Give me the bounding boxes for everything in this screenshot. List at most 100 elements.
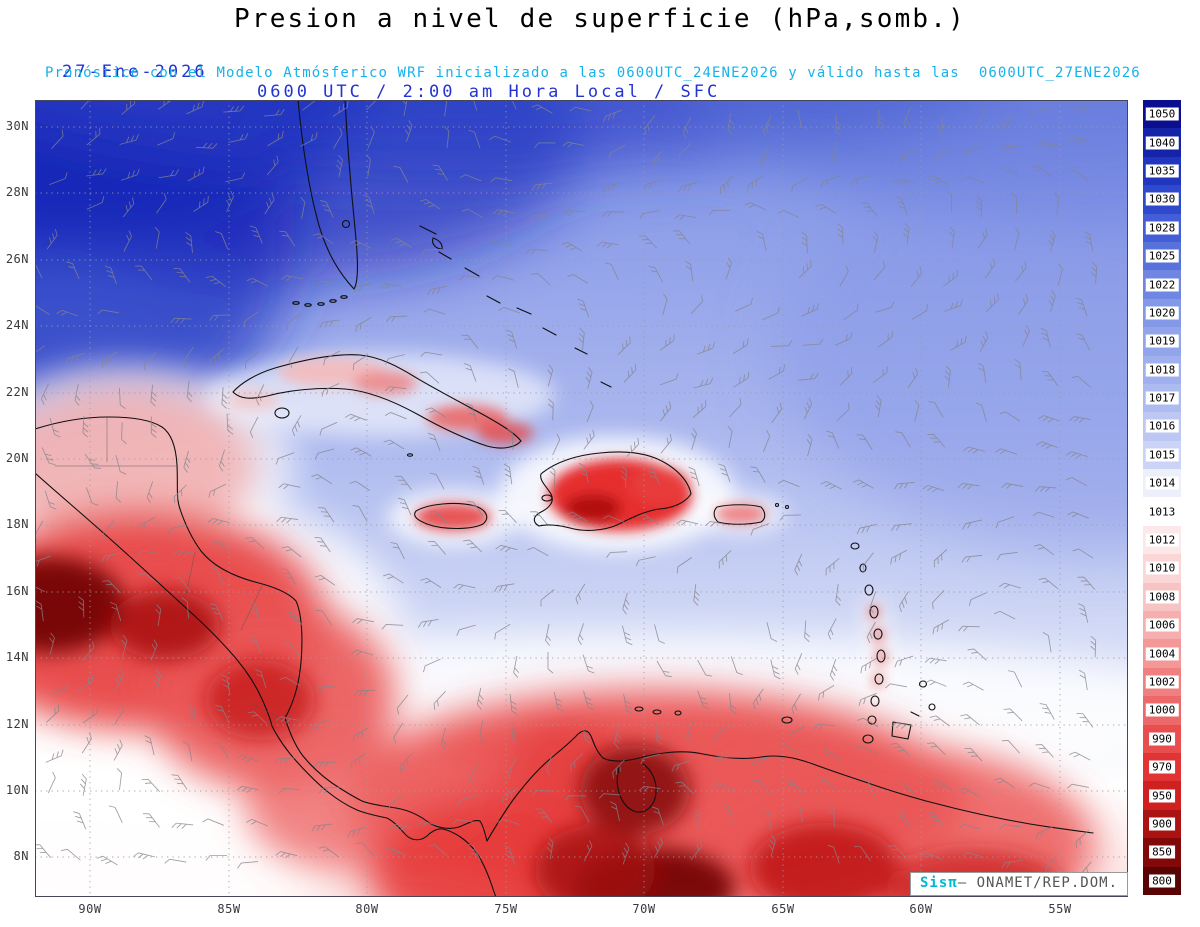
wind-barb <box>121 100 135 115</box>
lat-label: 10N <box>5 783 29 797</box>
wind-barb <box>195 142 218 149</box>
wind-barb <box>352 505 368 522</box>
wind-barb <box>798 372 819 381</box>
wind-barb <box>995 516 1015 529</box>
wind-barb <box>866 621 876 643</box>
wind-barb <box>65 352 85 365</box>
wind-barb <box>279 230 296 247</box>
wind-barb <box>173 268 191 283</box>
wind-barb <box>118 387 126 409</box>
wind-barb <box>476 687 484 710</box>
wind-barb <box>138 572 159 585</box>
coast-cuba <box>232 354 522 449</box>
wind-barb <box>315 685 337 692</box>
wind-barb <box>922 484 945 493</box>
island <box>464 267 480 277</box>
wind-barb <box>850 174 871 186</box>
wind-barb <box>962 176 985 184</box>
wind-barb <box>428 510 448 524</box>
wind-barb <box>463 363 477 382</box>
wind-barb <box>928 401 944 418</box>
wind-barb <box>287 611 304 627</box>
wind-barb <box>946 190 953 212</box>
wind-barb <box>1090 635 1097 658</box>
wind-barb <box>1078 669 1088 691</box>
wind-barb <box>173 577 191 592</box>
wind-barb <box>1036 441 1058 449</box>
wind-barb <box>860 202 878 218</box>
wind-barb <box>1000 114 1015 132</box>
wind-barb <box>675 781 695 795</box>
wind-barb <box>578 462 589 483</box>
wind-barb <box>583 429 595 450</box>
island-barbados <box>918 680 928 688</box>
lon-label: 70W <box>632 902 656 916</box>
wind-barb <box>405 120 413 142</box>
wind-barb <box>693 584 700 606</box>
wind-barb <box>656 660 672 678</box>
colorbar-value: 1004 <box>1145 647 1179 661</box>
wind-barb <box>583 840 593 862</box>
wind-barb <box>825 430 840 449</box>
wind-barb <box>390 542 405 560</box>
colorbar-segment: 1040 <box>1143 128 1181 157</box>
ile-gonave <box>541 494 553 502</box>
wind-barb <box>133 852 156 860</box>
core-honduras <box>110 590 220 660</box>
colorbar-segment: 990 <box>1143 724 1181 753</box>
colorbar-segment: 1013 <box>1143 497 1181 526</box>
island-andros <box>432 237 443 250</box>
wind-barb <box>931 590 945 610</box>
wind-barb <box>1039 703 1055 720</box>
wind-barb <box>837 223 844 245</box>
wind-barb <box>367 126 375 149</box>
wind-barb <box>1071 376 1092 388</box>
wind-barb <box>806 434 813 457</box>
colorbar-segment: 1004 <box>1143 639 1181 668</box>
colorbar-segment: 1025 <box>1143 241 1181 271</box>
wind-barb <box>566 274 588 284</box>
wind-barb <box>183 450 191 473</box>
wind-barb <box>777 479 800 488</box>
wind-barb <box>602 182 623 193</box>
wind-barb <box>142 813 160 828</box>
wind-barb <box>802 338 824 346</box>
wind-barb <box>56 309 79 317</box>
lake-okeechobee <box>341 219 351 229</box>
wind-barb <box>281 275 303 281</box>
wind-barb <box>311 474 333 485</box>
wind-barb <box>766 622 778 642</box>
wind-barb <box>243 311 259 328</box>
colorbar-value: 1008 <box>1145 590 1179 604</box>
wind-barb <box>1066 451 1088 459</box>
wind-barb <box>365 154 371 177</box>
lon-label: 60W <box>909 902 933 916</box>
wind-barb <box>164 858 187 864</box>
wind-barb <box>793 802 804 823</box>
wind-barb <box>236 785 259 793</box>
wind-barb <box>245 351 260 369</box>
wind-barb <box>280 568 296 585</box>
colorbar-segment: 1018 <box>1143 355 1181 384</box>
wind-barb <box>561 241 583 252</box>
wind-barb <box>505 329 518 349</box>
model-info-line: Pronóstico con el Modelo Atmósferico WRF… <box>45 65 1141 81</box>
wind-barb <box>638 785 661 792</box>
wind-barb <box>1076 713 1094 728</box>
wind-barb <box>186 100 205 115</box>
wind-barb <box>856 745 878 755</box>
wind-barb <box>207 518 230 526</box>
wind-barb <box>794 653 803 675</box>
wind-barb <box>333 127 343 149</box>
wind-barb <box>254 669 267 689</box>
colorbar-segment: 1006 <box>1143 611 1181 640</box>
wind-barb <box>35 260 43 279</box>
wind-barb <box>620 465 627 488</box>
wind-barb <box>302 100 317 111</box>
wind-barb <box>275 851 298 859</box>
island <box>674 710 682 716</box>
wind-barb <box>999 582 1021 589</box>
colorbar-segment: 1020 <box>1143 298 1181 328</box>
wind-barb <box>300 196 306 219</box>
wind-barb <box>1067 136 1090 144</box>
